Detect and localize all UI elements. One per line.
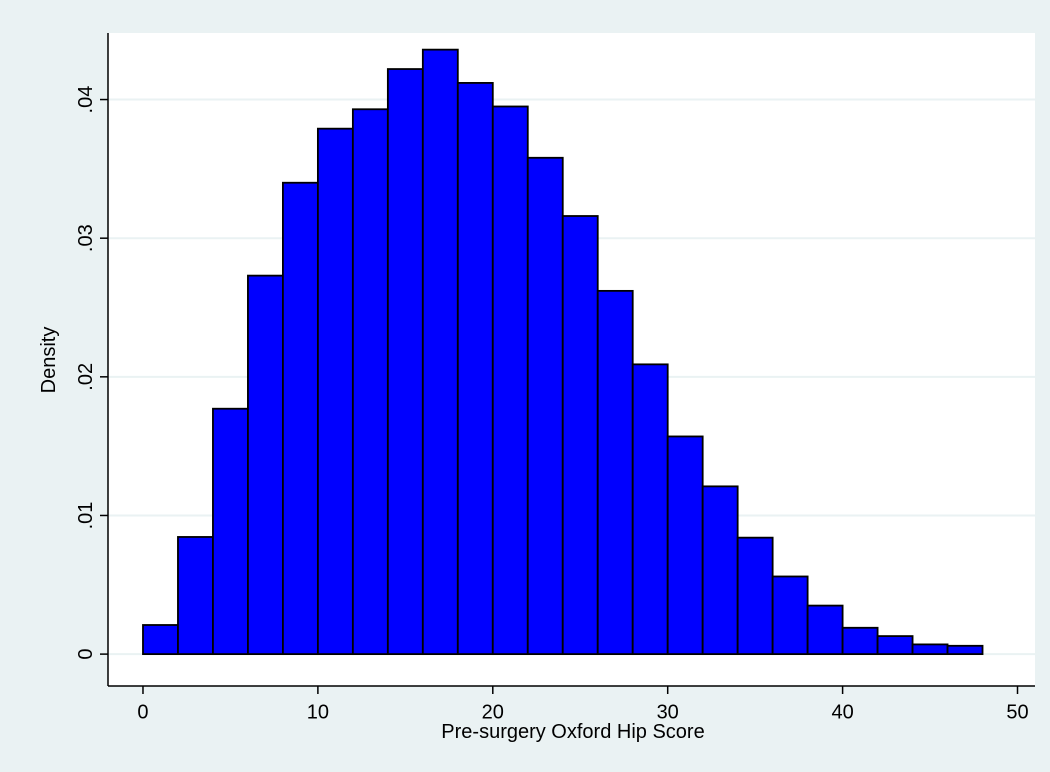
bar	[771, 575, 809, 656]
bar	[282, 181, 319, 656]
y-tick-label: .04	[75, 86, 97, 114]
bar	[876, 635, 914, 656]
y-tick-label: .02	[75, 363, 97, 391]
bar	[212, 407, 249, 656]
bar	[142, 624, 179, 656]
y-axis-title: Density	[38, 327, 60, 394]
x-tick-label: 50	[1006, 701, 1028, 723]
bar	[456, 82, 494, 656]
bar	[561, 215, 599, 656]
x-tick-label: 10	[307, 701, 329, 723]
bar	[666, 435, 704, 656]
bar	[421, 48, 459, 656]
bar	[316, 127, 354, 656]
bar	[247, 274, 284, 656]
bar	[701, 485, 739, 656]
y-tick-label: .01	[75, 502, 97, 530]
bar	[841, 626, 879, 656]
bar	[631, 363, 669, 656]
bar	[386, 68, 424, 656]
bar	[351, 108, 389, 656]
bar	[806, 604, 844, 656]
bar	[946, 644, 984, 656]
x-tick-label: 0	[137, 701, 148, 723]
x-axis-title: Pre-surgery Oxford Hip Score	[441, 721, 704, 743]
x-tick-label: 30	[657, 701, 679, 723]
bar	[491, 105, 529, 656]
x-tick-label: 40	[831, 701, 853, 723]
y-tick-label: 0	[75, 649, 97, 660]
bar	[736, 536, 774, 656]
bar	[596, 289, 634, 656]
x-tick-label: 20	[482, 701, 504, 723]
bar	[911, 643, 949, 656]
y-tick-label: .03	[75, 224, 97, 252]
bar	[526, 156, 564, 656]
bar	[177, 536, 214, 656]
